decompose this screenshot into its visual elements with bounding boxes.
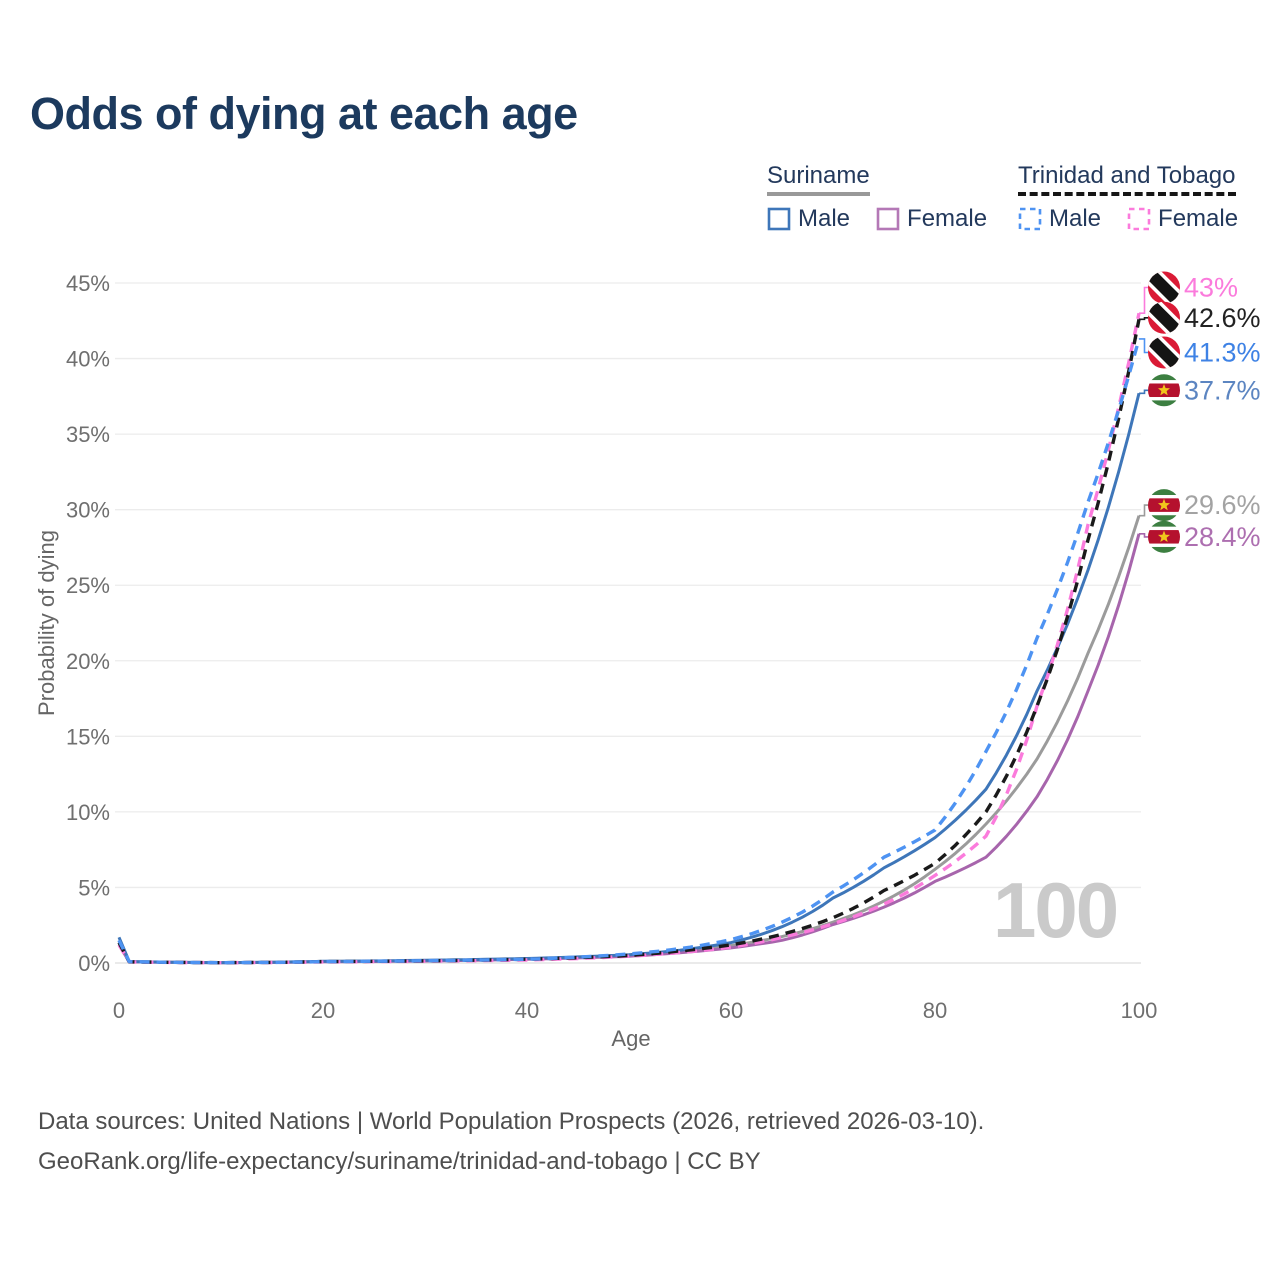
age-watermark: 100 xyxy=(993,866,1119,954)
legend-items-suriname: Male Female xyxy=(767,205,987,233)
y-tick-label: 5% xyxy=(78,875,110,900)
attribution-note: GeoRank.org/life-expectancy/suriname/tri… xyxy=(38,1148,761,1175)
y-tick-label: 30% xyxy=(66,498,110,523)
suriname-flag-icon xyxy=(1148,374,1180,407)
legend-swatch-tt-female-icon xyxy=(1127,208,1151,231)
legend-label-tt-female: Female xyxy=(1158,205,1239,233)
legend-items-trinidad-and-tobago: Male Female xyxy=(1018,205,1238,233)
trinidad-and-tobago-flag-icon xyxy=(1148,336,1180,369)
legend-label-suriname-female: Female xyxy=(907,205,988,233)
legend-swatch-suriname-female-icon xyxy=(876,208,900,231)
suriname-flag-icon xyxy=(1148,489,1180,522)
end-label-leader-suriname-male xyxy=(1139,389,1148,395)
end-label-tt-both: 42.6% xyxy=(1184,303,1261,333)
y-tick-label: 45% xyxy=(66,271,110,296)
x-axis-title: Age xyxy=(611,1026,651,1051)
x-tick-label: 60 xyxy=(719,998,743,1023)
end-label-suriname-both: 29.6% xyxy=(1184,490,1261,520)
end-label-suriname-female: 28.4% xyxy=(1184,522,1261,552)
legend-swatch-tt-male-icon xyxy=(1018,208,1042,231)
y-tick-label: 10% xyxy=(66,800,110,825)
series-line-tt-both xyxy=(117,318,1141,965)
legend-country-trinidad-and-tobago[interactable]: Trinidad and Tobago xyxy=(1018,162,1236,197)
y-tick-label: 15% xyxy=(66,724,110,749)
x-tick-label: 80 xyxy=(923,998,947,1023)
end-label-leader-suriname-both xyxy=(1139,504,1148,517)
end-label-tt-female: 43% xyxy=(1184,273,1238,303)
data-sources-note: Data sources: United Nations | World Pop… xyxy=(38,1108,985,1135)
legend-item-tt-female[interactable]: Female xyxy=(1127,205,1238,233)
y-tick-label: 20% xyxy=(66,649,110,674)
legend-group-trinidad-and-tobago: Trinidad and Tobago Male Female xyxy=(1018,162,1238,233)
end-label-leader-suriname-female xyxy=(1139,533,1148,538)
end-label-leader-tt-both xyxy=(1139,317,1148,321)
trinidad-and-tobago-flag-icon xyxy=(1148,301,1180,334)
legend-group-suriname: Suriname Male Female xyxy=(767,162,987,233)
end-label-leader-tt-female xyxy=(1139,286,1148,314)
suriname-flag-icon xyxy=(1148,520,1180,553)
end-label-suriname-male: 37.7% xyxy=(1184,375,1261,405)
series-line-suriname-male xyxy=(117,392,1141,965)
legend-item-suriname-female[interactable]: Female xyxy=(876,205,987,233)
x-tick-label: 0 xyxy=(113,998,125,1023)
x-tick-label: 20 xyxy=(311,998,335,1023)
legend-item-suriname-male[interactable]: Male xyxy=(767,205,850,233)
legend-country-suriname[interactable]: Suriname xyxy=(767,162,870,197)
y-tick-label: 0% xyxy=(78,951,110,976)
y-axis-title: Probability of dying xyxy=(34,530,59,716)
end-label-tt-male: 41.3% xyxy=(1184,338,1261,368)
trinidad-and-tobago-flag-icon xyxy=(1148,271,1180,304)
end-label-leader-tt-male xyxy=(1139,338,1148,354)
x-tick-label: 40 xyxy=(515,998,539,1023)
series-line-tt-male xyxy=(117,338,1141,965)
legend-item-tt-male[interactable]: Male xyxy=(1018,205,1101,233)
legend-swatch-suriname-male-icon xyxy=(767,208,791,231)
series-line-suriname-both xyxy=(117,515,1141,965)
y-tick-label: 40% xyxy=(66,347,110,372)
legend-label-tt-male: Male xyxy=(1049,205,1102,233)
y-tick-label: 35% xyxy=(66,422,110,447)
legend-label-suriname-male: Male xyxy=(798,205,851,233)
y-tick-label: 25% xyxy=(66,573,110,598)
series-line-tt-female xyxy=(117,312,1141,965)
x-tick-label: 100 xyxy=(1121,998,1158,1023)
chart-title: Odds of dying at each age xyxy=(30,88,578,139)
